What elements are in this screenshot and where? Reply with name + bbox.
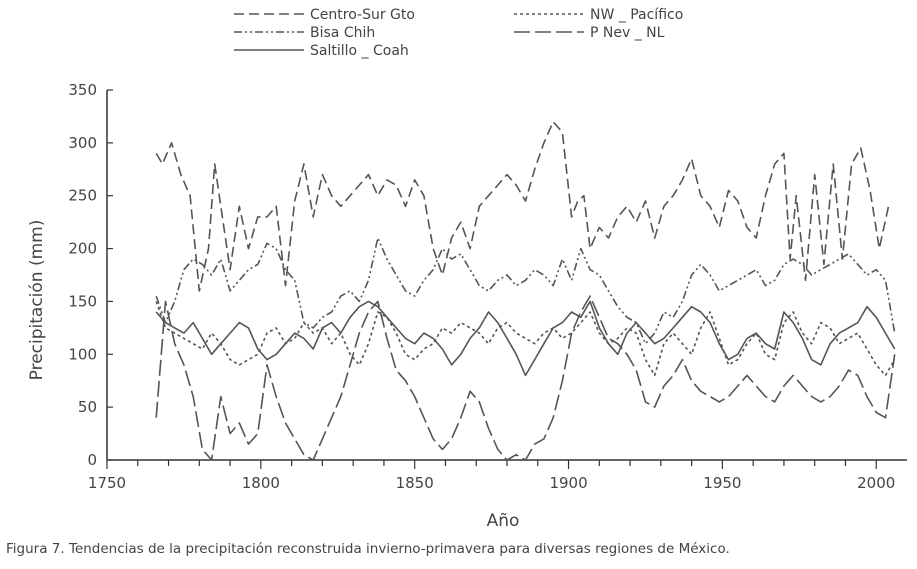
x-tick-label: 1750 (88, 474, 126, 492)
x-axis-title: Año (487, 511, 520, 531)
y-tick-label: 350 (68, 81, 97, 99)
y-tick-label: 250 (68, 187, 97, 205)
series-line-2 (155, 301, 896, 377)
y-tick-label: 0 (87, 451, 97, 469)
y-tick-label: 100 (68, 345, 97, 363)
y-tick-label: 50 (78, 398, 97, 416)
y-tick-label: 150 (68, 292, 97, 310)
legend-label-4: P Nev _ NL (590, 25, 665, 41)
series-line-4 (155, 295, 896, 461)
series-line-3 (155, 237, 896, 345)
x-tick-label: 1950 (703, 474, 741, 492)
x-tick-label: 1800 (242, 474, 280, 492)
y-tick-label: 300 (68, 134, 97, 152)
axes: 0 50 100 150 200 250 300 350 1750 1800 1850 1900 195… (68, 81, 907, 492)
x-tick-label: 2000 (857, 474, 895, 492)
series-line-1 (155, 120, 890, 292)
figure-caption: Figura 7. Tendencias de la precipitación… (6, 541, 730, 557)
series-line-5 (155, 300, 896, 377)
legend-label-2: NW _ Pacífico (590, 7, 683, 23)
legend-label-1: Centro-Sur Gto (310, 7, 415, 23)
series-group (155, 120, 896, 461)
legend-label-5: Saltillo _ Coah (310, 43, 409, 59)
legend-label-3: Bisa Chih (310, 25, 375, 41)
legend: Centro-Sur Gto NW _ Pacífico Bisa Chih P Ne… (234, 7, 683, 59)
x-tick-label: 1900 (549, 474, 587, 492)
y-tick-label: 200 (68, 240, 97, 258)
x-tick-label: 1850 (396, 474, 434, 492)
y-axis-title: Precipitación (mm) (27, 220, 47, 381)
